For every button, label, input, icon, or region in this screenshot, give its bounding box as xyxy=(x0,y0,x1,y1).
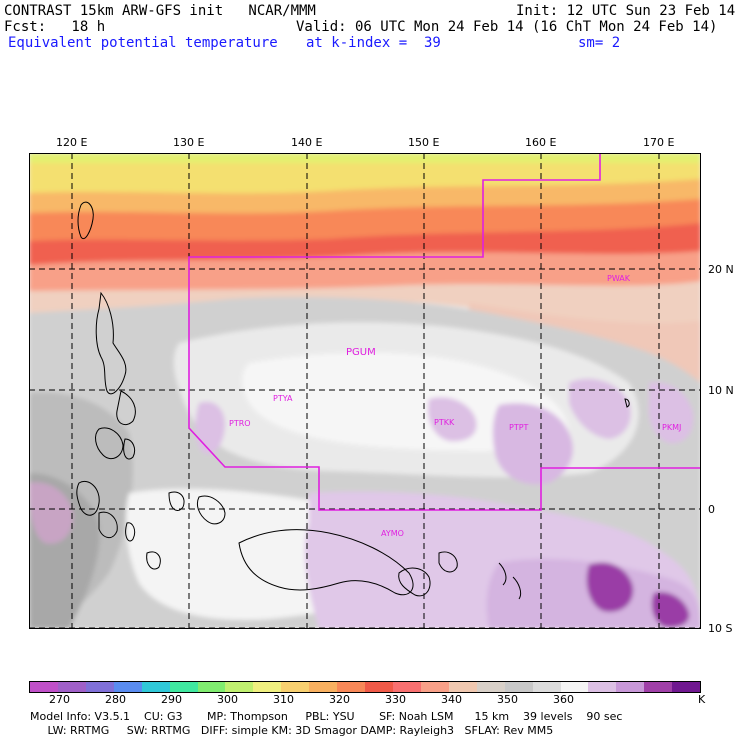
station-label: PKMJ xyxy=(662,423,681,432)
colorbar xyxy=(29,681,701,693)
level-label: at k-index = 39 xyxy=(306,35,441,51)
colorbar-label: 330 xyxy=(385,693,406,706)
colorbar-cell xyxy=(225,682,254,692)
colorbar-cell xyxy=(588,682,617,692)
colorbar-cell xyxy=(57,682,86,692)
station-markers: PWAK PGUM PTYA PTRO PTKK PTPT PKMJ AYMO xyxy=(229,274,681,538)
colorbar-cell xyxy=(253,682,282,692)
model-info-line2: LW: RRTMG SW: RRTMG DIFF: simple KM: 3D … xyxy=(30,724,554,737)
colorbar-label: 340 xyxy=(441,693,462,706)
model-info-line1: Model Info: V3.5.1 CU: G3 MP: Thompson P… xyxy=(30,710,623,723)
lon-label-150: 150 E xyxy=(408,136,440,149)
colorbar-label: 360 xyxy=(553,693,574,706)
colorbar-cell xyxy=(30,682,58,692)
init-time: Init: 12 UTC Sun 23 Feb 14 xyxy=(516,3,736,19)
colorbar-unit: K xyxy=(698,693,706,706)
theta-e-shading xyxy=(29,153,701,629)
valid-time: Valid: 06 UTC Mon 24 Feb 14 (16 ChT Mon … xyxy=(296,19,718,35)
model-title: CONTRAST 15km ARW-GFS init NCAR/MMM xyxy=(4,3,316,19)
station-label: PTRO xyxy=(229,419,251,428)
colorbar-cell xyxy=(392,682,421,692)
colorbar-cell xyxy=(560,682,589,692)
forecast-hour: Fcst: 18 h xyxy=(4,19,106,35)
colorbar-cell xyxy=(141,682,170,692)
colorbar-cell xyxy=(672,682,701,692)
station-label: PTPT xyxy=(509,423,529,432)
colorbar-cell xyxy=(169,682,198,692)
coastlines xyxy=(76,201,630,600)
field-name: Equivalent potential temperature xyxy=(8,35,278,51)
lat-label-0: 0 xyxy=(708,503,715,516)
theta-e-map: PWAK PGUM PTYA PTRO PTKK PTPT PKMJ AYMO xyxy=(29,153,701,629)
colorbar-cell xyxy=(504,682,533,692)
colorbar-cell xyxy=(365,682,393,692)
station-label: PWAK xyxy=(607,274,631,283)
lon-label-120: 120 E xyxy=(56,136,88,149)
lat-label-10s: 10 S xyxy=(708,622,733,635)
colorbar-cell xyxy=(448,682,477,692)
colorbar-cell xyxy=(309,682,338,692)
lon-label-140: 140 E xyxy=(291,136,323,149)
map-border xyxy=(29,153,701,629)
lat-label-10n: 10 N xyxy=(708,384,734,397)
colorbar-cell xyxy=(532,682,561,692)
colorbar-label: 310 xyxy=(273,693,294,706)
station-label: PTYA xyxy=(273,394,293,403)
colorbar-cell xyxy=(85,682,114,692)
colorbar-label: 270 xyxy=(49,693,70,706)
colorbar-cell xyxy=(420,682,449,692)
colorbar-cell xyxy=(616,682,645,692)
colorbar-label: 320 xyxy=(329,693,350,706)
lon-label-130: 130 E xyxy=(173,136,205,149)
lat-label-20n: 20 N xyxy=(708,263,734,276)
colorbar-cell xyxy=(337,682,366,692)
colorbar-cell xyxy=(281,682,310,692)
lon-label-170: 170 E xyxy=(643,136,675,149)
colorbar-cell xyxy=(476,682,505,692)
station-label: AYMO xyxy=(381,529,404,538)
colorbar-label: 280 xyxy=(105,693,126,706)
station-label: PGUM xyxy=(346,347,376,358)
nested-domain-boundary xyxy=(188,153,701,511)
station-label: PTKK xyxy=(434,418,455,427)
colorbar-label: 300 xyxy=(217,693,238,706)
colorbar-cell xyxy=(113,682,142,692)
colorbar-cell xyxy=(197,682,226,692)
colorbar-label: 350 xyxy=(497,693,518,706)
lon-label-160: 160 E xyxy=(525,136,557,149)
colorbar-label: 290 xyxy=(161,693,182,706)
colorbar-cell xyxy=(644,682,673,692)
smoothing-label: sm= 2 xyxy=(578,35,621,51)
